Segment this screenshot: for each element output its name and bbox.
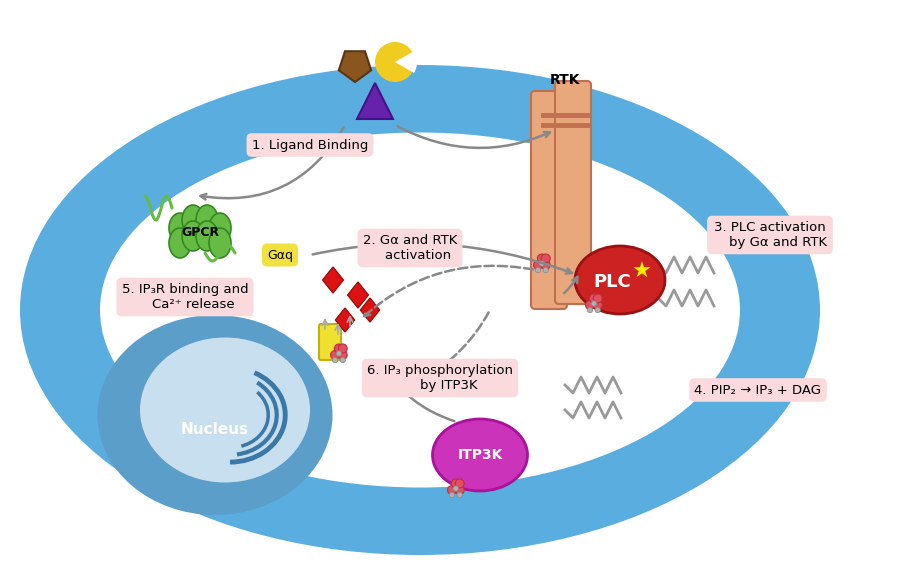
- Circle shape: [337, 351, 341, 356]
- Circle shape: [590, 294, 598, 303]
- Text: 2. Gα and RTK
    activation: 2. Gα and RTK activation: [363, 234, 457, 262]
- FancyBboxPatch shape: [319, 324, 341, 360]
- Text: 1. Ligand Binding: 1. Ligand Binding: [252, 139, 368, 151]
- Text: ITP3K: ITP3K: [457, 448, 503, 462]
- Circle shape: [588, 308, 593, 313]
- Circle shape: [457, 492, 463, 498]
- Circle shape: [338, 344, 347, 353]
- Ellipse shape: [575, 246, 665, 314]
- Text: 6. IP₃ phosphorylation
    by ITP3K: 6. IP₃ phosphorylation by ITP3K: [367, 364, 513, 392]
- Text: RTK: RTK: [550, 73, 580, 87]
- Circle shape: [593, 301, 602, 309]
- Polygon shape: [360, 298, 380, 322]
- Ellipse shape: [182, 205, 204, 235]
- Circle shape: [537, 254, 546, 263]
- Circle shape: [543, 267, 548, 273]
- Circle shape: [332, 358, 338, 363]
- Circle shape: [375, 42, 415, 82]
- Ellipse shape: [20, 65, 820, 555]
- Ellipse shape: [196, 205, 218, 235]
- FancyBboxPatch shape: [531, 91, 567, 309]
- Ellipse shape: [100, 132, 740, 488]
- Text: Gαq: Gαq: [267, 248, 293, 262]
- Text: ★: ★: [632, 262, 652, 282]
- Circle shape: [541, 254, 550, 263]
- Circle shape: [454, 486, 458, 491]
- Circle shape: [541, 260, 550, 270]
- Circle shape: [335, 344, 343, 353]
- Circle shape: [595, 308, 600, 313]
- Circle shape: [447, 485, 456, 494]
- Polygon shape: [395, 51, 417, 73]
- Circle shape: [593, 294, 602, 303]
- Ellipse shape: [196, 221, 218, 251]
- Circle shape: [591, 301, 597, 306]
- Text: 5. IP₃R binding and
    Ca²⁺ release: 5. IP₃R binding and Ca²⁺ release: [122, 283, 248, 311]
- Text: Nucleus: Nucleus: [181, 423, 249, 438]
- FancyBboxPatch shape: [555, 81, 591, 304]
- Polygon shape: [338, 51, 371, 82]
- Text: 4. PIP₂ → IP₃ + DAG: 4. PIP₂ → IP₃ + DAG: [695, 384, 822, 397]
- Ellipse shape: [209, 228, 231, 258]
- Circle shape: [338, 351, 347, 359]
- Text: PLC: PLC: [593, 273, 631, 291]
- Polygon shape: [347, 282, 368, 308]
- Circle shape: [586, 301, 595, 309]
- Circle shape: [539, 261, 544, 266]
- Circle shape: [449, 492, 454, 498]
- Ellipse shape: [169, 228, 191, 258]
- Circle shape: [452, 479, 460, 488]
- Circle shape: [455, 485, 464, 494]
- Polygon shape: [322, 267, 344, 293]
- Polygon shape: [357, 83, 393, 119]
- Ellipse shape: [140, 338, 310, 482]
- Ellipse shape: [433, 419, 527, 491]
- Ellipse shape: [97, 315, 332, 515]
- Ellipse shape: [169, 213, 191, 243]
- Circle shape: [340, 358, 346, 363]
- Text: GPCR: GPCR: [181, 227, 219, 240]
- Circle shape: [330, 351, 339, 359]
- Polygon shape: [336, 308, 355, 332]
- Ellipse shape: [209, 213, 231, 243]
- Circle shape: [455, 479, 464, 488]
- Ellipse shape: [182, 221, 204, 251]
- Circle shape: [536, 267, 541, 273]
- Circle shape: [534, 260, 543, 270]
- Text: 3. PLC activation
    by Gα and RTK: 3. PLC activation by Gα and RTK: [713, 221, 828, 249]
